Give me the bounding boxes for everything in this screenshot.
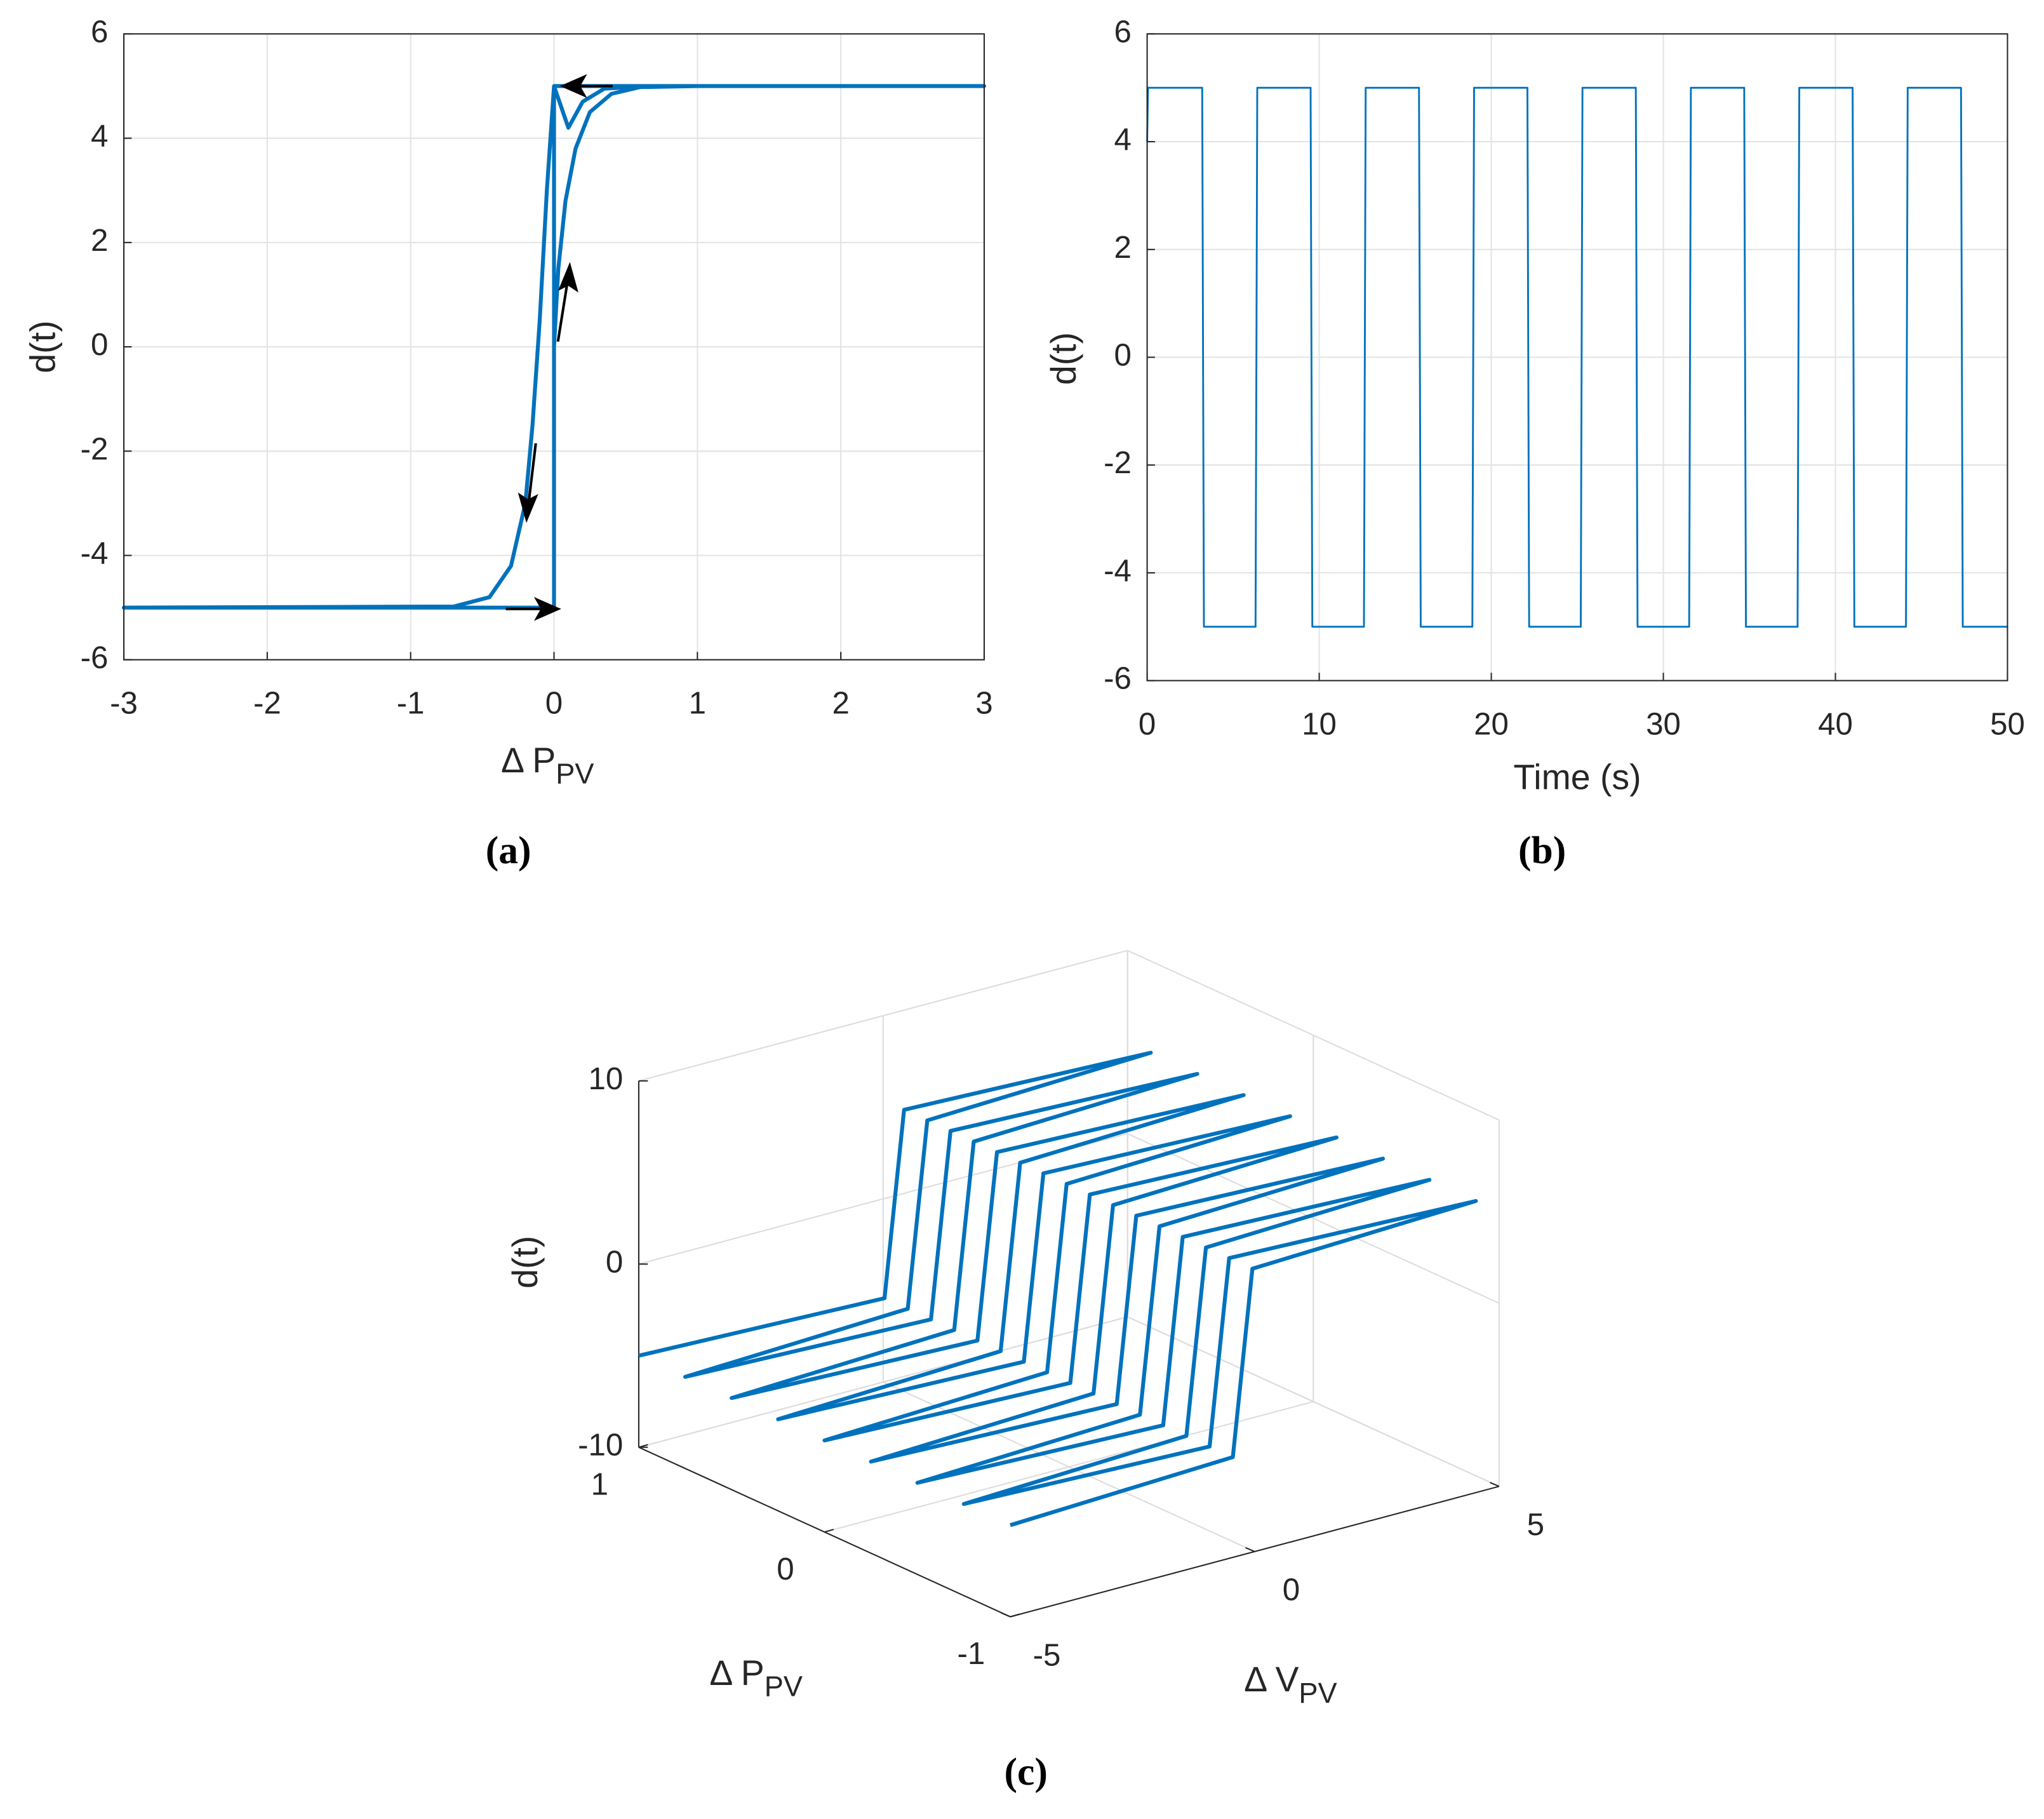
x-tick-label: 30 (1646, 706, 1681, 741)
z-axis-label: d(t) (505, 1236, 545, 1289)
x-tick (1001, 1612, 1011, 1618)
x-axis-label: Δ PPV (501, 741, 594, 790)
y-tick-label: -2 (81, 431, 109, 466)
x-axis-label-sub: PV (1299, 1677, 1337, 1709)
y-axis-label: d(t) (1044, 332, 1083, 385)
x-tick-label: 0 (545, 686, 563, 721)
x-tick-label: 2 (832, 686, 849, 721)
x-tick-label: 20 (1474, 706, 1509, 741)
y-tick-label: 4 (91, 119, 108, 154)
arrow-head (559, 74, 587, 98)
y-axis-label: Δ PPV (709, 1653, 803, 1703)
grid-line (1127, 1133, 1500, 1304)
y-axis-label-sub: PV (765, 1670, 803, 1702)
x-tick-label: -3 (110, 686, 138, 721)
arrow (526, 443, 537, 509)
data-line (1146, 86, 2008, 628)
y-tick (638, 1444, 648, 1448)
arrow-head (533, 596, 561, 621)
y-axis-label: d(t) (23, 321, 63, 373)
plot-frame (1146, 33, 2008, 681)
x-tick-label: 40 (1818, 706, 1853, 741)
grid-line (638, 950, 1128, 1082)
caption: (a) (486, 829, 531, 872)
x-tick (1490, 1482, 1500, 1487)
y-tick-label: -4 (1104, 553, 1132, 588)
y-tick-label: 0 (1114, 338, 1132, 373)
x-axis-label-sub: PV (556, 757, 594, 789)
x-tick-label: 1 (689, 686, 706, 721)
x-tick-label: 50 (1990, 706, 2025, 741)
y-axis-label-main: Δ P (709, 1653, 764, 1693)
z-tick-label: -10 (578, 1428, 623, 1463)
y-tick (1010, 1613, 1020, 1618)
x-tick-label: 5 (1527, 1507, 1544, 1542)
y-tick-label: 2 (91, 223, 108, 258)
x-tick (1245, 1547, 1255, 1552)
x-tick-label: -5 (1033, 1637, 1061, 1672)
grid-line (638, 1316, 1128, 1448)
x-axis-label: Δ VPV (1244, 1660, 1337, 1709)
x-tick-label: -2 (253, 686, 281, 721)
data-line (638, 1050, 1478, 1527)
grid-line (824, 1400, 1314, 1533)
grid-line (1127, 1316, 1500, 1487)
x-axis-label-main: Δ V (1244, 1660, 1299, 1699)
x-tick-label: 0 (1139, 706, 1156, 741)
plot-frame (123, 33, 985, 661)
y-tick-label: -1 (958, 1636, 985, 1671)
x-tick-label: 10 (1302, 706, 1337, 741)
z-tick-label: 10 (589, 1061, 624, 1096)
y-tick-label: -4 (81, 536, 109, 571)
y-tick-label: 0 (91, 327, 108, 362)
z-tick-label: 0 (606, 1244, 623, 1279)
y-tick-label: 2 (1114, 230, 1132, 265)
y-tick-label: 0 (777, 1552, 794, 1587)
caption: (c) (1004, 1750, 1047, 1794)
data-line (121, 84, 987, 610)
y-tick-label: -6 (81, 640, 109, 675)
y-tick-label: -6 (1104, 661, 1132, 696)
x-tick-label: -1 (397, 686, 425, 721)
arrow-head (518, 492, 538, 523)
grid-line (1127, 950, 1500, 1121)
x-tick-label: 0 (1283, 1573, 1300, 1608)
y-tick-label: 1 (591, 1467, 608, 1501)
annotation-arrows (505, 74, 613, 621)
x-tick-label: 3 (975, 686, 992, 721)
x-axis-label-main: Δ P (501, 741, 556, 780)
y-tick-label: 6 (91, 14, 108, 49)
caption: (b) (1518, 829, 1566, 872)
arrow-head (558, 262, 578, 293)
y-tick (824, 1529, 834, 1533)
y-tick-label: 4 (1114, 122, 1132, 157)
arrow (556, 276, 570, 342)
y-tick-label: -2 (1104, 445, 1132, 480)
y-tick-label: 6 (1114, 14, 1132, 49)
x-axis-label: Time (s) (1513, 757, 1641, 796)
